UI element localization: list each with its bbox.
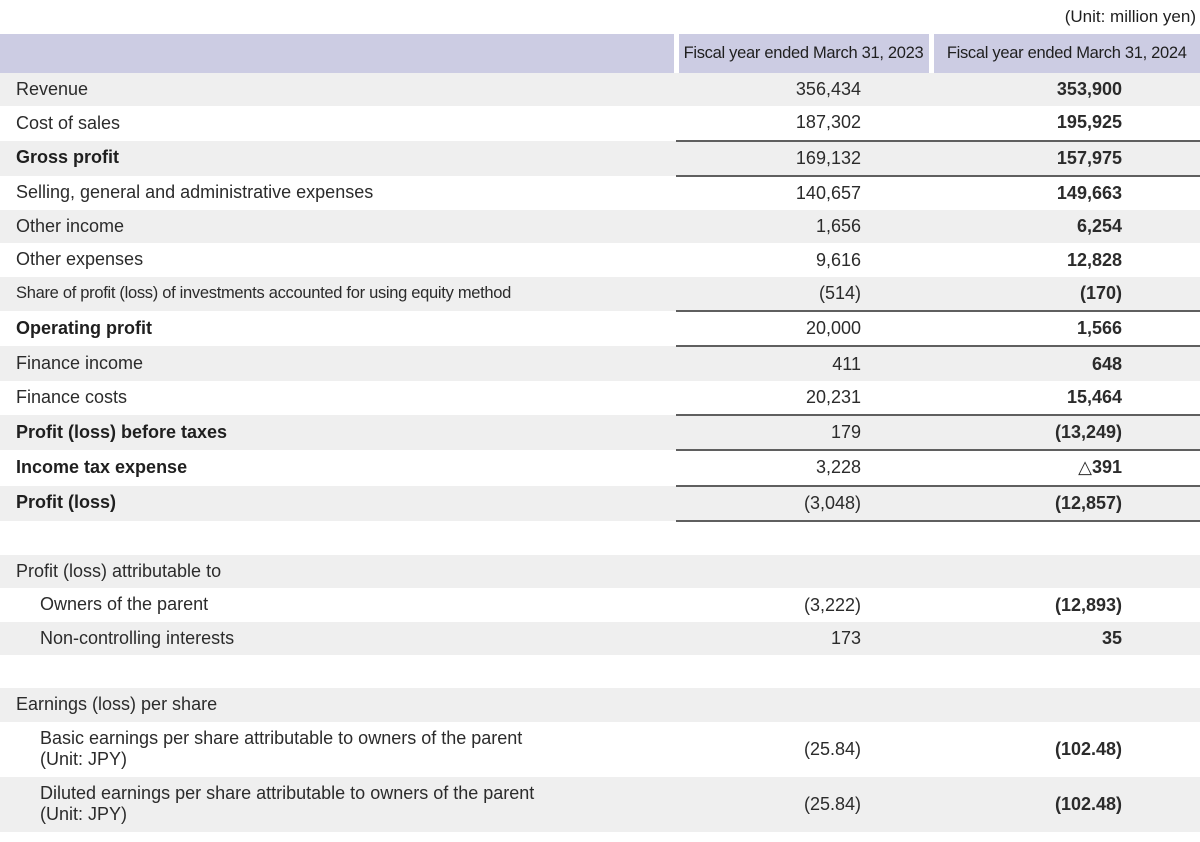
income-statement-table: Fiscal year ended March 31, 2023 Fiscal …: [0, 34, 1200, 832]
value-fy2024: 353,900: [931, 73, 1200, 107]
value-fy2023: 1,656: [676, 210, 931, 244]
value-fy2024: 195,925: [931, 106, 1200, 142]
value-fy2024: 648: [931, 346, 1200, 381]
value-fy2024: (102.48): [1054, 738, 1122, 759]
table-row-finance-income: Finance income 411 648: [0, 346, 1200, 381]
value-fy2024: 15,464: [931, 380, 1200, 416]
value-fy2024: (102.48): [931, 776, 1200, 832]
table-row-non-controlling-interests: Non-controlling interests 173 35: [0, 621, 1200, 656]
value-fy2024: 35: [931, 621, 1200, 656]
row-label: Operating profit: [16, 317, 152, 338]
row-label: [0, 521, 676, 555]
value-fy2023: (3,222): [803, 594, 861, 615]
value-fy2024: (170): [931, 276, 1200, 313]
value-fy2024: 1,566: [931, 311, 1200, 348]
value-fy2023: [676, 521, 931, 555]
row-label: Finance income: [0, 346, 676, 381]
value-fy2023: [676, 688, 931, 722]
value-fy2024: (12,857): [931, 485, 1200, 522]
row-label: Diluted earnings per share attributable …: [0, 776, 676, 832]
row-label: Owners of the parent: [40, 594, 209, 615]
value-fy2023: 169,132: [676, 140, 931, 177]
table-row-sga-expenses: Selling, general and administrative expe…: [0, 176, 1200, 210]
row-label: [0, 655, 676, 688]
header-empty-cell: [0, 34, 676, 73]
column-header-fy2023: Fiscal year ended March 31, 2023: [673, 34, 931, 73]
value-fy2024: 12,828: [1066, 249, 1122, 270]
value-fy2024: [931, 521, 1200, 555]
table-row-revenue: Revenue 356,434 353,900: [0, 73, 1200, 107]
value-fy2023: [676, 655, 931, 688]
table-row-earnings-per-share: Earnings (loss) per share: [0, 688, 1200, 722]
table-row-profit-attributable-to: Profit (loss) attributable to: [0, 555, 1200, 589]
table-row-operating-profit: Operating profit 20,000 1,566: [0, 311, 1200, 348]
table-row-cost-of-sales: Cost of sales 187,302 195,925: [0, 106, 1200, 142]
row-label: Revenue: [0, 73, 676, 107]
row-label: Selling, general and administrative expe…: [16, 182, 374, 203]
table-row-profit-loss: Profit (loss) (3,048) (12,857): [0, 485, 1200, 522]
value-fy2024: 149,663: [1056, 183, 1122, 204]
value-fy2023: 179: [676, 414, 931, 452]
row-label: Other income: [0, 210, 676, 244]
row-label: Share of profit (loss) of investments ac…: [0, 276, 676, 312]
value-fy2023: (514): [676, 276, 931, 313]
column-header-fy2024: Fiscal year ended March 31, 2024: [928, 34, 1200, 73]
value-fy2023: (3,048): [676, 485, 931, 522]
row-label: Profit (loss) before taxes: [0, 414, 676, 451]
value-fy2024: [931, 688, 1200, 722]
row-label: Non-controlling interests: [0, 621, 676, 656]
row-label: Earnings (loss) per share: [0, 688, 676, 722]
table-row-gross-profit: Gross profit 169,132 157,975: [0, 140, 1200, 177]
table-row-owners-of-parent: Owners of the parent (3,222) (12,893): [0, 588, 1200, 621]
spacer-row: [0, 521, 1200, 555]
value-fy2023: 356,434: [676, 73, 931, 107]
table-row-basic-eps: Basic earnings per share attributable to…: [0, 722, 1200, 777]
value-fy2024: 157,975: [931, 140, 1200, 177]
row-label: Other expenses: [16, 249, 144, 270]
table-row-diluted-eps: Diluted earnings per share attributable …: [0, 776, 1200, 832]
value-fy2023: (25.84): [803, 738, 861, 759]
row-label: Gross profit: [0, 140, 676, 176]
value-fy2023: 140,657: [795, 183, 861, 204]
table-row-profit-before-taxes: Profit (loss) before taxes 179 (13,249): [0, 414, 1200, 452]
unit-note: (Unit: million yen): [1064, 7, 1196, 26]
value-fy2024: (13,249): [931, 414, 1200, 452]
header-row: Fiscal year ended March 31, 2023 Fiscal …: [0, 34, 1200, 73]
value-fy2023: (25.84): [676, 776, 931, 832]
row-label: Profit (loss) attributable to: [0, 555, 676, 589]
value-fy2024: [931, 655, 1200, 688]
value-fy2023: 411: [676, 346, 931, 381]
value-fy2023: [676, 555, 931, 589]
value-fy2023: 9,616: [815, 249, 861, 270]
value-fy2023: 173: [676, 621, 931, 656]
table-row-income-tax-expense: Income tax expense 3,228 △391: [0, 450, 1200, 487]
row-label: Cost of sales: [16, 112, 121, 133]
row-label: Finance costs: [16, 387, 128, 408]
table-row-share-of-profit-equity-method: Share of profit (loss) of investments ac…: [0, 276, 1200, 313]
value-fy2023: 20,231: [676, 380, 931, 416]
spacer-row: [0, 655, 1200, 688]
value-fy2023: 20,000: [676, 311, 931, 348]
value-fy2024: 6,254: [931, 210, 1200, 244]
value-fy2024: [931, 555, 1200, 589]
row-label: Basic earnings per share attributable to…: [40, 727, 523, 770]
row-label: Income tax expense: [16, 457, 188, 478]
table-row-other-expenses: Other expenses 9,616 12,828: [0, 243, 1200, 276]
table-row-finance-costs: Finance costs 20,231 15,464: [0, 380, 1200, 416]
value-fy2024: △391: [931, 450, 1200, 487]
value-fy2023: 187,302: [676, 106, 931, 142]
value-fy2023: 3,228: [676, 450, 931, 487]
row-label: Profit (loss): [0, 485, 676, 521]
table-row-other-income: Other income 1,656 6,254: [0, 210, 1200, 244]
value-fy2024: (12,893): [1054, 594, 1122, 615]
